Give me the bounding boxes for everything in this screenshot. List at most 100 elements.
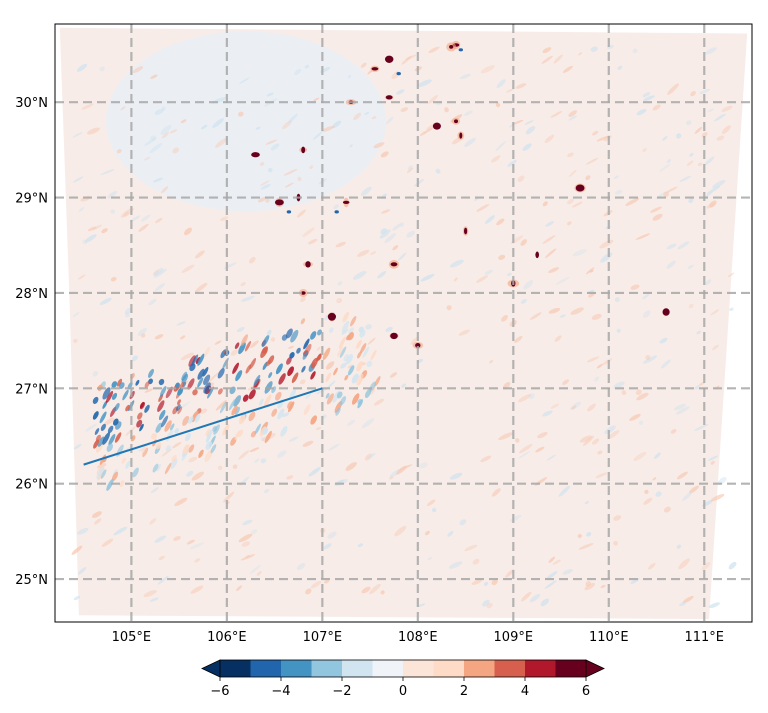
- ripple-mark: [625, 197, 640, 206]
- ripple-mark: [230, 349, 238, 356]
- ripple-mark: [277, 450, 287, 458]
- ripple-mark: [417, 79, 432, 87]
- ripple-mark: [562, 65, 573, 73]
- ripple-mark: [426, 499, 436, 507]
- wave-mark: [182, 415, 190, 426]
- wave-mark: [174, 382, 180, 389]
- ripple-mark: [701, 562, 711, 571]
- wave-mark: [296, 347, 301, 354]
- ripple-mark: [484, 269, 493, 275]
- ripple-mark: [642, 310, 651, 318]
- x-tick-label: 109°E: [494, 630, 534, 645]
- wave-mark: [96, 466, 105, 479]
- ripple-mark: [729, 307, 734, 312]
- ripple-mark: [85, 423, 98, 432]
- ripple-mark: [91, 511, 102, 518]
- wave-mark: [102, 432, 110, 445]
- ripple-mark: [143, 590, 157, 598]
- ripple-mark: [529, 312, 542, 320]
- colorbar-swatch: [220, 660, 251, 677]
- ripple-mark: [505, 569, 515, 578]
- ripple-mark: [81, 103, 94, 110]
- x-axis-ticks: 105°E 106°E 107°E 108°E 109°E 110°E 111°E: [112, 630, 724, 645]
- cross-section-layer: [83, 387, 323, 466]
- ripple-mark: [577, 533, 582, 539]
- ripple-mark: [72, 312, 80, 318]
- positive-cell: [432, 122, 441, 130]
- wave-mark: [176, 404, 181, 412]
- ripple-mark: [444, 107, 449, 113]
- wave-mark: [317, 329, 322, 336]
- ripple-mark: [323, 543, 332, 550]
- ripple-mark: [435, 168, 441, 174]
- ripple-mark: [568, 110, 578, 117]
- wave-mark: [182, 444, 190, 455]
- ripple-mark: [567, 221, 572, 226]
- wave-mark: [135, 379, 140, 386]
- wave-mark: [207, 386, 214, 399]
- ripple-mark: [642, 355, 658, 364]
- ripple-mark: [313, 97, 320, 102]
- ripple-mark: [666, 158, 672, 164]
- ripple-mark: [721, 105, 733, 112]
- ripple-mark: [154, 334, 164, 340]
- ripple-mark: [349, 144, 353, 148]
- ripple-mark: [663, 191, 669, 198]
- ripple-mark: [594, 376, 600, 382]
- ripple-mark: [559, 314, 566, 318]
- ripple-mark: [249, 564, 261, 574]
- ripple-mark: [550, 111, 563, 118]
- ripple-mark: [491, 155, 501, 163]
- ripple-mark: [584, 582, 596, 591]
- ripple-mark: [369, 583, 381, 595]
- ripple-mark: [727, 272, 735, 278]
- wave-mark: [347, 332, 354, 341]
- ripple-mark: [428, 46, 440, 53]
- ripple-mark: [180, 352, 194, 361]
- ripple-mark: [200, 124, 208, 130]
- wave-mark: [159, 386, 167, 397]
- ripple-mark: [483, 581, 489, 586]
- wave-mark: [100, 469, 107, 479]
- wave-mark: [181, 371, 188, 381]
- ripple-mark: [305, 588, 312, 595]
- wave-mark: [268, 372, 273, 379]
- ripple-mark: [265, 198, 270, 203]
- positive-cell: [342, 200, 350, 204]
- ripple-mark: [449, 259, 464, 268]
- ripple-mark: [524, 120, 534, 125]
- ripple-mark: [707, 455, 719, 461]
- wave-mark: [111, 392, 118, 400]
- wave-mark: [285, 328, 293, 339]
- ripple-mark: [662, 136, 668, 141]
- ripple-mark: [614, 189, 623, 195]
- negative-cell: [334, 210, 339, 214]
- y-axis-ticks: 25°N 26°N 27°N 28°N 29°N 30°N: [15, 96, 48, 588]
- ripple-mark: [365, 324, 372, 330]
- wave-mark: [119, 480, 125, 487]
- ripple-mark: [336, 298, 343, 304]
- ripple-mark: [706, 185, 721, 195]
- ripple-mark: [555, 277, 570, 285]
- ripple-mark: [73, 443, 82, 450]
- wave-mark: [301, 365, 306, 373]
- colorbar-extend-max: [585, 659, 605, 678]
- ripple-mark: [333, 204, 340, 210]
- ripple-mark: [710, 309, 720, 316]
- ripple-mark: [705, 279, 712, 286]
- wave-mark: [263, 394, 272, 407]
- ripple-mark: [544, 580, 557, 589]
- ripple-mark: [567, 198, 574, 205]
- wave-mark: [238, 342, 246, 355]
- wave-mark: [364, 388, 372, 398]
- ripple-mark: [679, 602, 686, 607]
- positive-cell: [385, 95, 393, 100]
- ripple-mark: [589, 269, 594, 273]
- ripple-mark: [191, 471, 204, 481]
- ripple-mark: [357, 249, 370, 257]
- ripple-mark: [528, 393, 535, 399]
- colorbar-tick-label: −4: [271, 684, 290, 699]
- ripple-mark: [232, 464, 238, 470]
- ripple-mark: [325, 361, 335, 370]
- ripple-mark: [299, 379, 306, 385]
